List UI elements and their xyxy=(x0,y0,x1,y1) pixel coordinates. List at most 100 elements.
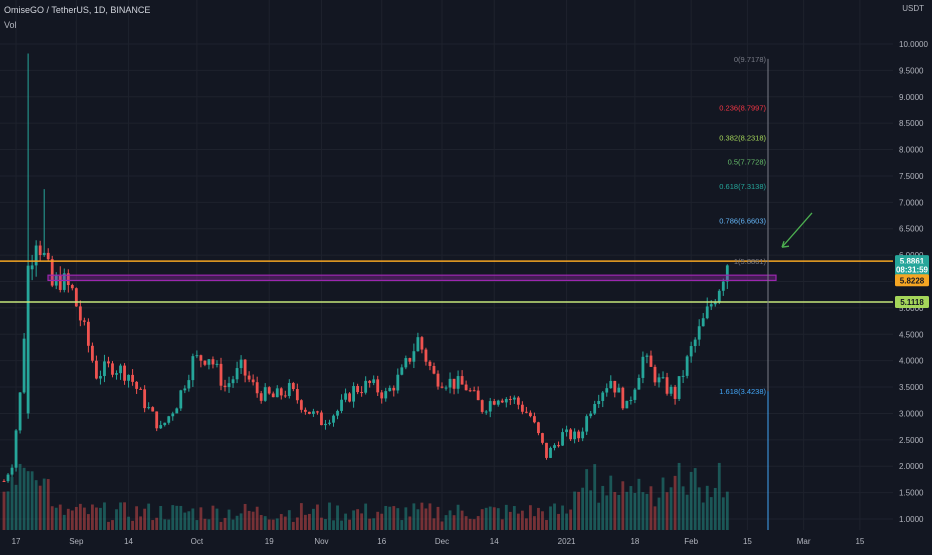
volume-bar xyxy=(175,505,179,530)
candle-body xyxy=(247,375,251,380)
volume-bar xyxy=(589,490,593,530)
volume-bar xyxy=(661,477,665,530)
candle-body xyxy=(107,361,110,364)
candle-body xyxy=(448,378,452,388)
candle-body xyxy=(58,275,62,290)
price-tick-label: 9.5000 xyxy=(899,66,924,75)
volume-bar xyxy=(364,503,368,530)
volume-bar xyxy=(14,484,18,530)
volume-bar xyxy=(665,492,669,530)
volume-bar xyxy=(239,513,243,530)
candle-body xyxy=(115,373,118,375)
candle-body xyxy=(480,400,484,412)
candle-body xyxy=(625,400,629,409)
fib-level-label: 0.5(7.7728) xyxy=(728,158,767,167)
candle-body xyxy=(312,411,315,414)
candle-body xyxy=(508,398,512,400)
volume-bar xyxy=(255,506,259,530)
volume-bar xyxy=(412,503,416,530)
volume-bar xyxy=(131,520,134,530)
candle-body xyxy=(565,429,568,433)
candle-body xyxy=(569,429,573,440)
candle-body xyxy=(380,392,384,399)
volume-bar xyxy=(139,516,143,530)
candle-body xyxy=(384,391,388,399)
volume-bar xyxy=(480,509,484,530)
volume-bar xyxy=(2,491,6,530)
volume-bar xyxy=(352,510,356,530)
candle-body xyxy=(456,376,460,389)
candle-body xyxy=(167,416,171,423)
candle-body xyxy=(82,320,86,322)
time-tick-label: 18 xyxy=(630,537,639,546)
candle-body xyxy=(529,412,532,417)
volume-bar xyxy=(537,507,540,530)
volume-bar xyxy=(637,478,641,530)
candle-body xyxy=(348,393,351,402)
volume-bar xyxy=(496,508,500,530)
candle-body xyxy=(516,397,520,405)
candle-body xyxy=(263,387,267,401)
volume-bar xyxy=(468,518,472,530)
candle-body xyxy=(219,363,223,386)
volume-bar xyxy=(199,507,203,530)
candle-body xyxy=(444,387,448,389)
time-tick-label: Dec xyxy=(435,537,449,546)
volume-bar xyxy=(464,516,468,530)
candle-body xyxy=(38,245,42,255)
candle-body xyxy=(30,265,34,270)
candle-body xyxy=(90,345,94,361)
candle-body xyxy=(717,290,721,303)
candle-body xyxy=(199,355,203,361)
price-tick-label: 4.0000 xyxy=(899,357,924,366)
volume-bar xyxy=(645,493,649,530)
volume-bar xyxy=(135,506,139,530)
candle-body xyxy=(613,380,617,393)
candle-body xyxy=(376,379,380,393)
volume-bar xyxy=(38,485,42,530)
candle-body xyxy=(99,376,102,379)
fib-level-label: 0.382(8.2318) xyxy=(719,133,766,142)
arrow-head xyxy=(781,240,790,248)
volume-bar xyxy=(312,508,315,530)
candle-body xyxy=(412,351,416,362)
volume-bar xyxy=(593,464,597,530)
candle-body xyxy=(103,361,106,377)
candle-body xyxy=(187,380,191,389)
candle-body xyxy=(404,358,408,368)
candle-body xyxy=(6,474,10,482)
volume-bar xyxy=(107,521,110,530)
volume-bar xyxy=(155,517,159,530)
volume-bar xyxy=(295,517,299,530)
volume-bar xyxy=(291,521,295,530)
volume-bar xyxy=(42,478,46,530)
candle-body xyxy=(476,390,480,401)
volume-bar xyxy=(171,505,175,530)
volume-bar xyxy=(697,487,701,530)
price-tick-label: 2.5000 xyxy=(899,436,924,445)
price-tick-label: 8.5000 xyxy=(899,119,924,128)
price-unit: USDT xyxy=(902,4,924,13)
candle-body xyxy=(488,401,492,412)
candle-body xyxy=(629,399,633,401)
volume-bar xyxy=(432,518,436,530)
volume-bar xyxy=(143,508,147,530)
volume-bar xyxy=(235,515,239,530)
fib-level-label: 1.618(3.4238) xyxy=(719,387,766,396)
volume-bar xyxy=(328,502,331,530)
candle-body xyxy=(70,285,74,289)
candle-body xyxy=(408,358,412,362)
volume-bar xyxy=(219,521,223,530)
volume-bar xyxy=(565,513,568,530)
volume-bar xyxy=(30,471,34,530)
candle-body xyxy=(303,409,307,412)
volume-bar xyxy=(203,518,207,530)
volume-bar xyxy=(259,514,263,530)
candle-body xyxy=(557,445,560,447)
volume-bar xyxy=(34,480,38,530)
candle-body xyxy=(171,413,175,417)
volume-bar xyxy=(86,514,90,530)
